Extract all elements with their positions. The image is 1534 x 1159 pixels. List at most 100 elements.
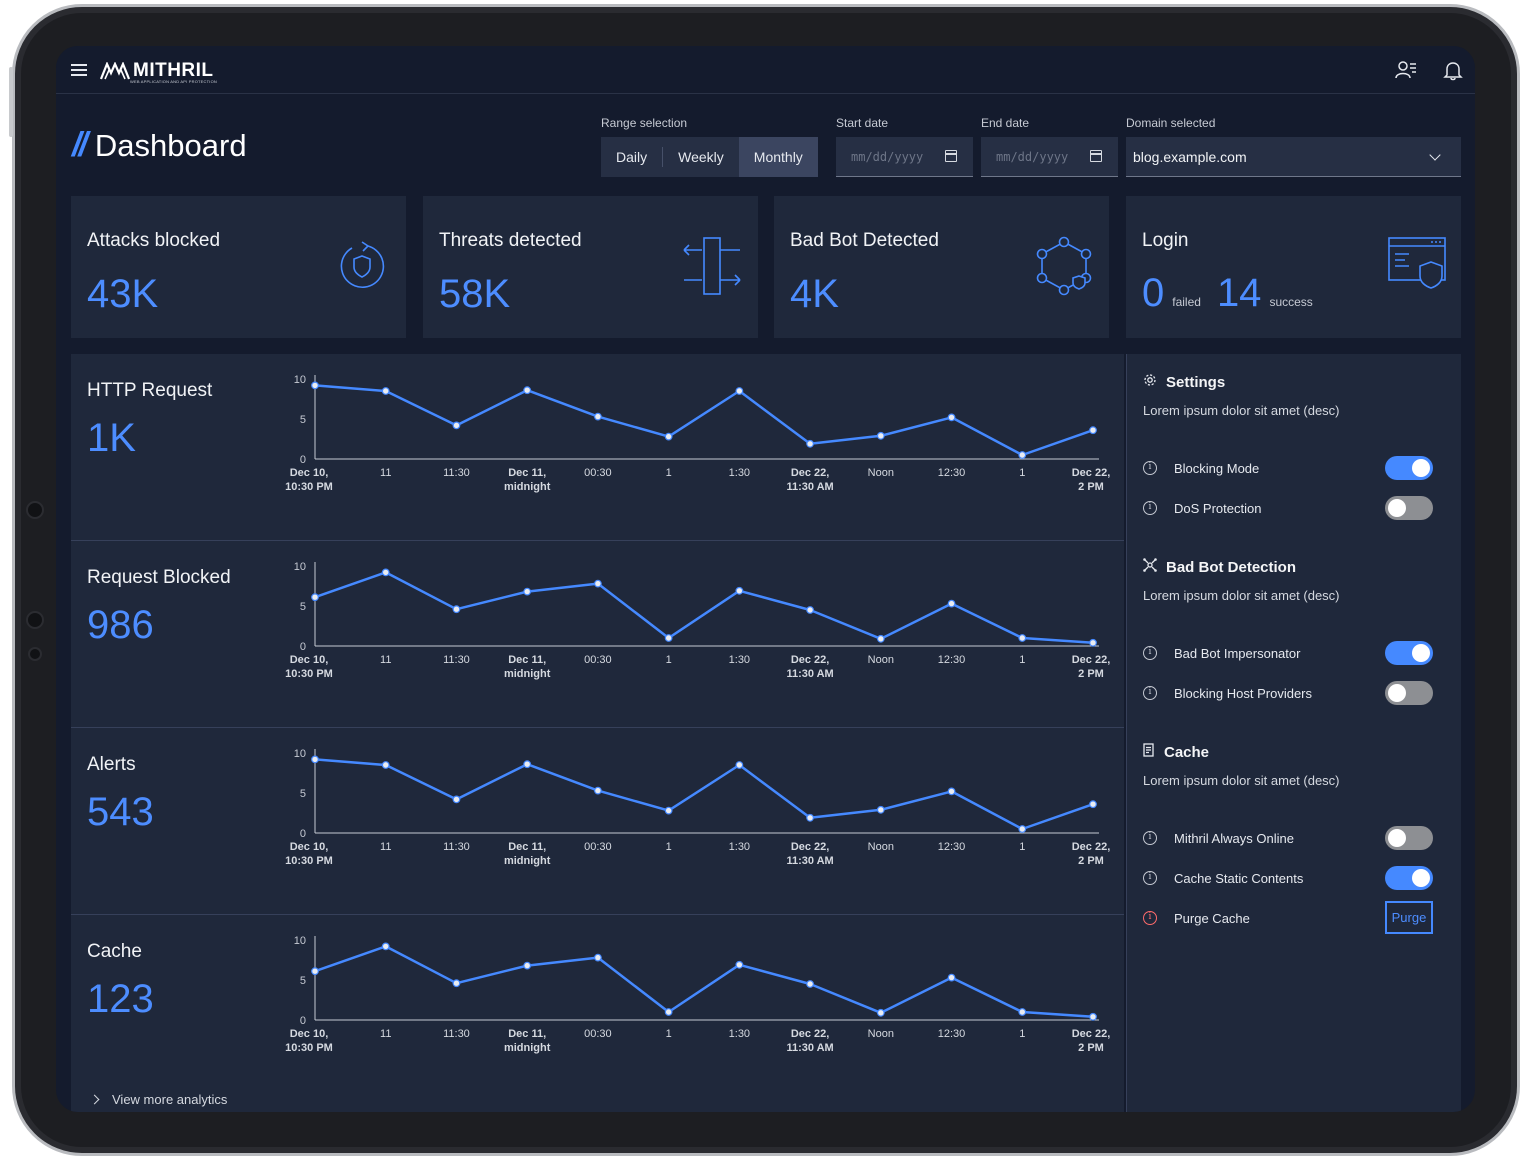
app-screen: MITHRIL WEB APPLICATION AND API PROTECTI… <box>56 46 1475 1112</box>
kpi-card-bad-bot-detected[interactable]: Bad Bot Detected 4K <box>774 196 1109 338</box>
option-bad-bot-impersonator: i Bad Bot Impersonator <box>1143 641 1433 665</box>
cache-icon <box>1143 743 1155 761</box>
mithril-logo[interactable]: MITHRIL WEB APPLICATION AND API PROTECTI… <box>100 60 217 84</box>
info-icon[interactable]: i <box>1143 686 1157 700</box>
data-point <box>806 813 814 822</box>
kpi-title: Bad Bot Detected <box>790 230 939 251</box>
mithril-logo-mark-icon <box>100 62 130 80</box>
x-tick-label: Dec 10, 10:30 PM <box>285 1028 333 1054</box>
settings-section-title: Settings <box>1143 373 1225 391</box>
x-tick-label: Dec 22, 2 PM <box>1072 841 1111 867</box>
kpi-card-login[interactable]: Login 0 failed 14 success <box>1126 196 1461 338</box>
data-point <box>1018 451 1027 459</box>
info-icon[interactable]: i <box>1143 501 1157 515</box>
hamburger-menu-icon[interactable] <box>71 64 87 76</box>
domain-select[interactable]: blog.example.com <box>1126 137 1461 177</box>
kpi-value: 43K <box>87 272 159 316</box>
notification-bell-icon[interactable] <box>1442 59 1464 81</box>
chart-row-http-request: HTTP Request 1K 0 5 10 Dec 10, 10:30 PM 11 11:… <box>71 354 1124 541</box>
x-tick-label: 11:30 <box>443 467 470 479</box>
x-tick-label: Noon <box>868 1028 894 1040</box>
range-daily-button[interactable]: Daily <box>616 149 648 165</box>
x-tick-label: 11 <box>380 841 391 853</box>
kpi-title: Attacks blocked <box>87 230 221 251</box>
dos-protection-toggle[interactable] <box>1385 496 1433 520</box>
segment-divider <box>662 147 664 167</box>
x-tick-label: 00:30 <box>584 654 612 666</box>
view-more-analytics-link[interactable]: View more analytics <box>91 1092 227 1107</box>
always-online-toggle[interactable] <box>1385 826 1433 850</box>
warning-info-icon[interactable]: i <box>1143 911 1157 925</box>
login-failed-label: failed <box>1172 295 1201 309</box>
bad-bot-impersonator-toggle[interactable] <box>1385 641 1433 665</box>
section-title-text: Cache <box>1164 743 1210 761</box>
blocking-mode-toggle[interactable] <box>1385 456 1433 480</box>
login-success-value: 14 <box>1216 271 1262 315</box>
blocking-host-providers-toggle[interactable] <box>1385 681 1433 705</box>
info-icon[interactable]: i <box>1143 831 1157 845</box>
x-tick-label: 1 <box>666 467 672 479</box>
range-segmented-control: Daily Weekly Monthly <box>601 137 818 177</box>
end-date-input[interactable]: mm/dd/yyyy <box>981 137 1118 177</box>
x-tick-label: 00:30 <box>584 467 612 479</box>
data-point <box>735 586 744 595</box>
option-label: Bad Bot Impersonator <box>1174 645 1301 661</box>
data-point <box>523 587 532 596</box>
x-tick-label: Dec 11, midnight <box>504 1028 551 1054</box>
kpi-value: 4K <box>790 272 839 316</box>
domain-selected-label: Domain selected <box>1126 116 1216 130</box>
x-tick-label: 1 <box>666 841 672 853</box>
x-tick-label: Dec 22, 11:30 AM <box>786 841 833 867</box>
data-point <box>876 634 885 643</box>
y-tick-label: 0 <box>300 454 306 466</box>
x-tick-label: 1:30 <box>729 467 750 479</box>
x-tick-label: 12:30 <box>938 1028 966 1040</box>
data-point <box>735 387 744 395</box>
purge-button[interactable]: Purge <box>1385 901 1433 934</box>
info-icon[interactable]: i <box>1143 871 1157 885</box>
data-point <box>806 606 814 614</box>
cache-static-contents-toggle[interactable] <box>1385 866 1433 890</box>
user-list-icon[interactable] <box>1395 59 1417 81</box>
data-point <box>311 593 319 602</box>
section-title-text: Settings <box>1166 373 1226 391</box>
x-tick-label: 1:30 <box>729 654 750 666</box>
series-line <box>314 571 1094 645</box>
data-point <box>594 579 602 588</box>
y-tick-label: 10 <box>294 374 306 386</box>
start-date-input[interactable]: mm/dd/yyyy <box>836 137 973 177</box>
option-label: Cache Static Contents <box>1174 870 1304 886</box>
range-monthly-button[interactable]: Monthly <box>738 137 818 177</box>
x-tick-label: 12:30 <box>938 841 966 853</box>
x-tick-label: 11 <box>380 654 391 666</box>
info-icon[interactable]: i <box>1143 461 1157 475</box>
x-tick-label: 11:30 <box>443 841 470 853</box>
title-slashes-icon: // <box>72 126 88 164</box>
x-tick-label: 11 <box>380 467 391 479</box>
y-tick-label: 0 <box>300 1015 306 1027</box>
y-tick-label: 5 <box>300 788 306 800</box>
kpi-card-attacks-blocked[interactable]: Attacks blocked 43K <box>71 196 406 338</box>
option-blocking-mode: i Blocking Mode <box>1143 456 1433 480</box>
y-tick-label: 0 <box>300 828 306 840</box>
x-tick-label: Dec 11, midnight <box>504 467 551 493</box>
series-line <box>314 758 1094 831</box>
x-tick-label: Dec 10, 10:30 PM <box>285 654 333 680</box>
data-point <box>452 979 461 988</box>
calendar-icon[interactable] <box>945 150 957 162</box>
data-point <box>452 795 461 804</box>
data-point <box>381 761 390 769</box>
x-tick-label: 1 <box>1019 841 1025 853</box>
x-tick-label: 00:30 <box>584 1028 612 1040</box>
y-tick-label: 10 <box>294 561 306 573</box>
info-icon[interactable]: i <box>1143 646 1157 660</box>
kpi-card-threats-detected[interactable]: Threats detected 58K <box>423 196 758 338</box>
y-tick-label: 5 <box>300 975 306 987</box>
calendar-icon[interactable] <box>1090 150 1102 162</box>
data-point <box>381 387 390 395</box>
range-weekly-button[interactable]: Weekly <box>678 149 724 165</box>
y-tick-label: 10 <box>294 935 306 947</box>
